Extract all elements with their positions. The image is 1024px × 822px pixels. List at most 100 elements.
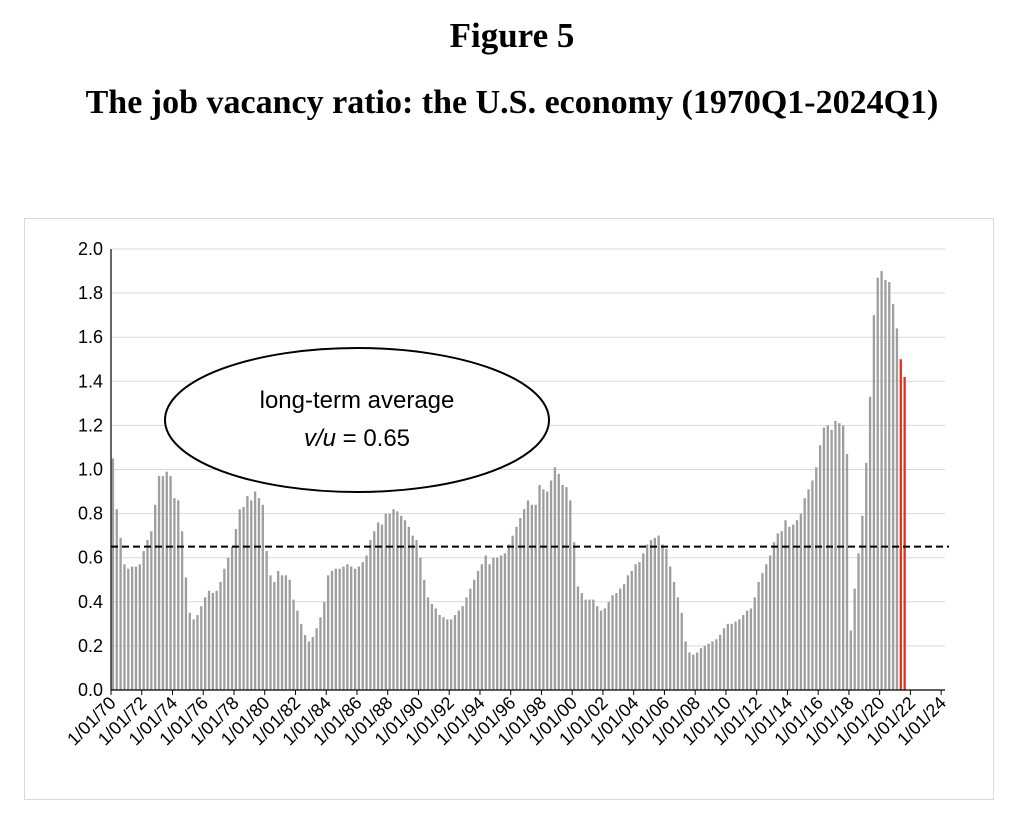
bar (280, 575, 284, 690)
bar (303, 634, 307, 691)
bar (519, 518, 522, 690)
bar (688, 652, 691, 690)
bar (799, 513, 803, 690)
bar (446, 619, 449, 690)
bar (269, 575, 272, 690)
bar (680, 612, 683, 690)
bar (842, 425, 845, 690)
bar (826, 425, 829, 690)
bar (788, 526, 791, 690)
bar (807, 489, 810, 690)
bar (326, 575, 330, 690)
chart-title: The job vacancy ratio: the U.S. economy … (85, 84, 939, 121)
bar (115, 509, 118, 690)
y-tick-label: 0.6 (78, 548, 103, 568)
bar (119, 537, 122, 690)
bar (134, 566, 138, 690)
bar (188, 612, 191, 690)
bar (261, 504, 264, 690)
y-tick-label: 1.2 (78, 415, 103, 435)
bar (300, 623, 303, 690)
bar (868, 396, 872, 690)
bar (811, 480, 814, 690)
bar (253, 491, 257, 690)
y-tick-label: 0.0 (78, 680, 103, 700)
bar (815, 467, 818, 690)
bar (861, 515, 864, 690)
bar (403, 520, 407, 690)
bar (576, 586, 580, 690)
annotation-variable: v/u (304, 425, 336, 452)
bar (430, 604, 434, 690)
bar (699, 648, 703, 690)
y-tick-label: 0.4 (78, 592, 103, 612)
bar (765, 564, 768, 690)
bar (207, 590, 211, 690)
bar (384, 513, 387, 690)
bar (192, 619, 195, 690)
bar (888, 282, 891, 690)
bar (350, 566, 353, 690)
bar (146, 540, 149, 690)
bar (415, 540, 418, 690)
bar (772, 542, 776, 690)
bar (361, 562, 364, 690)
bar (849, 630, 852, 690)
bar (111, 458, 115, 690)
bar (792, 524, 795, 691)
bar (830, 429, 833, 690)
bar (749, 608, 753, 690)
bar (584, 599, 587, 690)
bar (346, 564, 349, 690)
bar (342, 566, 345, 690)
y-tick-label: 1.6 (78, 327, 103, 347)
bar (549, 480, 553, 690)
bar (496, 557, 499, 690)
bar (330, 570, 334, 690)
bar (223, 568, 226, 690)
bar (565, 487, 568, 690)
bar (376, 522, 380, 690)
bar (684, 641, 687, 690)
bar (776, 533, 779, 690)
bar (546, 491, 549, 690)
bar (169, 476, 172, 690)
bar (480, 564, 484, 690)
bar (665, 548, 668, 690)
bar (154, 504, 157, 690)
bar (645, 544, 649, 690)
bar (242, 506, 245, 690)
bar (503, 553, 507, 690)
bar (150, 531, 153, 690)
bar (580, 592, 583, 690)
bar (653, 537, 656, 690)
bar (307, 641, 311, 690)
bar (557, 473, 560, 690)
bar (423, 579, 426, 690)
bar (757, 581, 760, 690)
bar (745, 610, 749, 690)
bar (407, 526, 411, 690)
bar (250, 500, 253, 690)
bar (161, 476, 165, 690)
bar (876, 277, 879, 690)
bar (277, 570, 280, 690)
bar (569, 500, 572, 690)
bar (607, 601, 610, 690)
bar (784, 520, 787, 690)
bar (599, 610, 603, 690)
bar (469, 588, 472, 690)
y-tick-label: 1.4 (78, 371, 103, 391)
bar (530, 504, 533, 690)
bar (334, 568, 337, 690)
bar (672, 581, 676, 690)
bar (338, 568, 341, 690)
bar (730, 623, 733, 690)
bar (492, 557, 495, 690)
bar (234, 529, 238, 690)
y-tick-label: 1.8 (78, 283, 103, 303)
bar (292, 599, 295, 690)
bar (426, 597, 430, 690)
bar (392, 509, 395, 690)
bar (657, 535, 660, 690)
